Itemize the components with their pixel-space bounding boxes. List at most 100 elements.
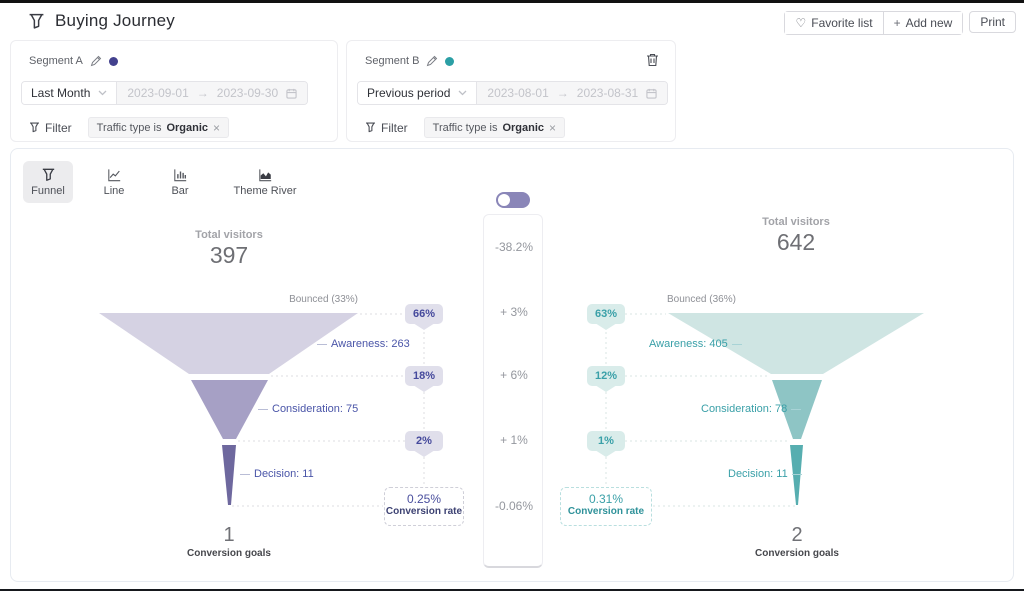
chevron-down-icon — [98, 90, 107, 96]
segment-a-date-end: 2023-09-30 — [216, 86, 279, 100]
segment-a-name-row: Segment A — [29, 55, 118, 67]
theme-river-chart-icon — [258, 168, 271, 181]
comparison-total-delta: -38.2% — [494, 240, 534, 254]
segment-b-filter-chip[interactable]: Traffic type is Organic × — [423, 117, 566, 138]
leader-tick — [731, 343, 742, 345]
segment-a-name: Segment A — [29, 55, 83, 67]
arrow-right-icon: → — [196, 86, 209, 100]
print-label: Print — [980, 15, 1005, 29]
segment-a-color-dot — [108, 56, 118, 66]
favorite-list-button[interactable]: ♡ Favorite list — [785, 12, 884, 34]
comparison-consideration-delta: + 6% — [500, 368, 528, 382]
segment-b-period-control: Previous period 2023-08-01 → 2023-08-31 — [357, 81, 669, 105]
line-chart-icon — [107, 168, 120, 181]
segment-a-date-start: 2023-09-01 — [127, 86, 189, 100]
chip-value: Organic — [502, 121, 545, 134]
header-button-group: ♡ Favorite list + Add new — [784, 11, 964, 35]
segment-b-name: Segment B — [365, 55, 420, 67]
funnel-b-conversion-rate-label: Conversion rate — [567, 506, 645, 517]
arrow-right-icon: → — [556, 86, 569, 100]
comparison-card: -38.2% + 3% + 6% + 1% -0.06% — [483, 214, 543, 568]
chart-type-tabs: Funnel Line Bar Theme River — [23, 161, 309, 203]
funnel-a-conversion-rate-box: 0.25% Conversion rate — [384, 487, 464, 526]
page-title: Buying Journey — [55, 11, 175, 30]
funnel-a-conversion-rate-value: 0.25% — [406, 492, 442, 506]
segment-b-period-select[interactable]: Previous period — [358, 82, 478, 104]
tab-funnel[interactable]: Funnel — [23, 161, 73, 203]
segment-b-date-start: 2023-08-01 — [487, 86, 549, 100]
funnel-b-goals-label: Conversion goals — [755, 548, 839, 559]
edit-pencil-icon[interactable] — [426, 55, 438, 67]
funnel-a-goals-count: 1 — [223, 524, 235, 546]
chip-close-icon[interactable]: × — [549, 120, 557, 135]
delete-segment-button[interactable] — [646, 53, 659, 70]
funnel-a-goals-label: Conversion goals — [187, 548, 271, 559]
comparison-conversion-delta: -0.06% — [494, 499, 534, 513]
comparison-awareness-delta: + 3% — [500, 305, 528, 319]
funnel-b-conversion-rate-value: 0.31% — [588, 492, 624, 506]
funnel-b-consideration-rate-badge: 12% — [587, 366, 625, 386]
chip-close-icon[interactable]: × — [213, 120, 221, 135]
segment-a-card: Segment A Last Month 2023-09-01 → 2023-0… — [10, 40, 338, 142]
segment-a-period-value: Last Month — [31, 86, 91, 100]
add-new-button[interactable]: + Add new — [883, 12, 963, 34]
funnel-a-awareness-rate-badge: 66% — [405, 304, 443, 324]
chevron-down-icon — [458, 90, 467, 96]
comparison-decision-delta: + 1% — [500, 433, 528, 447]
segment-a-filter-chip[interactable]: Traffic type is Organic × — [87, 117, 230, 138]
funnel-a-total-value: 397 — [209, 242, 249, 268]
leader-tick — [240, 473, 250, 475]
leader-tick — [258, 408, 268, 410]
print-button[interactable]: Print — [969, 11, 1016, 33]
segment-b-filter-label: Filter — [381, 120, 408, 135]
segment-a-filter-button[interactable]: Filter — [29, 121, 72, 135]
chip-prefix: Traffic type is — [96, 121, 162, 134]
leader-tick — [791, 408, 802, 410]
segment-a-date-range[interactable]: 2023-09-01 → 2023-09-30 — [117, 82, 308, 104]
tab-bar[interactable]: Bar — [155, 161, 205, 203]
funnel-a-decision-label: Decision: 11 — [240, 468, 314, 480]
page-title-wrap: Buying Journey — [28, 11, 175, 31]
calendar-icon — [646, 88, 657, 99]
funnel-a-conversion-rate-label: Conversion rate — [385, 506, 463, 517]
funnel-a-consideration-rate-badge: 18% — [405, 366, 443, 386]
filter-funnel-icon — [30, 122, 39, 133]
edit-pencil-icon[interactable] — [90, 55, 102, 67]
tab-line-label: Line — [103, 184, 125, 197]
chip-value: Organic — [166, 121, 209, 134]
funnel-b-total-label: Total visitors — [762, 216, 830, 228]
plus-icon: + — [893, 16, 901, 30]
leader-tick — [317, 343, 327, 345]
funnel-a-bounced-label: Bounced (33%) — [289, 294, 358, 305]
segment-a-filter-label: Filter — [45, 120, 72, 135]
funnel-chart-icon — [42, 168, 54, 181]
leader-tick — [791, 473, 802, 475]
filter-funnel-icon — [366, 122, 375, 133]
tab-theme-river[interactable]: Theme River — [221, 161, 309, 203]
segment-b-filter-row: Filter Traffic type is Organic × — [365, 117, 566, 138]
funnel-a-decision-rate-badge: 2% — [405, 431, 443, 451]
chip-prefix: Traffic type is — [432, 121, 498, 134]
funnel-b-awareness-rate-badge: 63% — [587, 304, 625, 324]
tab-funnel-label: Funnel — [31, 184, 65, 197]
heart-icon: ♡ — [795, 16, 807, 30]
tab-bar-label: Bar — [171, 184, 189, 197]
segment-a-period-select[interactable]: Last Month — [22, 82, 118, 104]
segment-b-date-end: 2023-08-31 — [576, 86, 639, 100]
page-header: Buying Journey ♡ Favorite list + Add new… — [0, 3, 1024, 40]
add-new-label: Add new — [905, 16, 953, 30]
segment-a-filter-row: Filter Traffic type is Organic × — [29, 117, 230, 138]
tab-line[interactable]: Line — [89, 161, 139, 203]
segment-b-filter-button[interactable]: Filter — [365, 121, 408, 135]
segment-b-period-value: Previous period — [367, 86, 451, 100]
funnel-b-bounced-label: Bounced (36%) — [667, 294, 736, 305]
funnel-a-consideration-shape[interactable] — [191, 380, 268, 439]
comparison-toggle[interactable] — [496, 192, 530, 208]
segment-b-date-range[interactable]: 2023-08-01 → 2023-08-31 — [477, 82, 668, 104]
funnel-b-decision-rate-badge: 1% — [587, 431, 625, 451]
funnel-a-decision-shape[interactable] — [222, 445, 236, 505]
segment-b-card: Segment B Previous period 2023-08-01 → 2… — [346, 40, 676, 142]
toggle-knob — [498, 194, 510, 206]
header-actions: ♡ Favorite list + Add new Print — [784, 11, 1016, 35]
segment-b-name-row: Segment B — [365, 55, 455, 67]
